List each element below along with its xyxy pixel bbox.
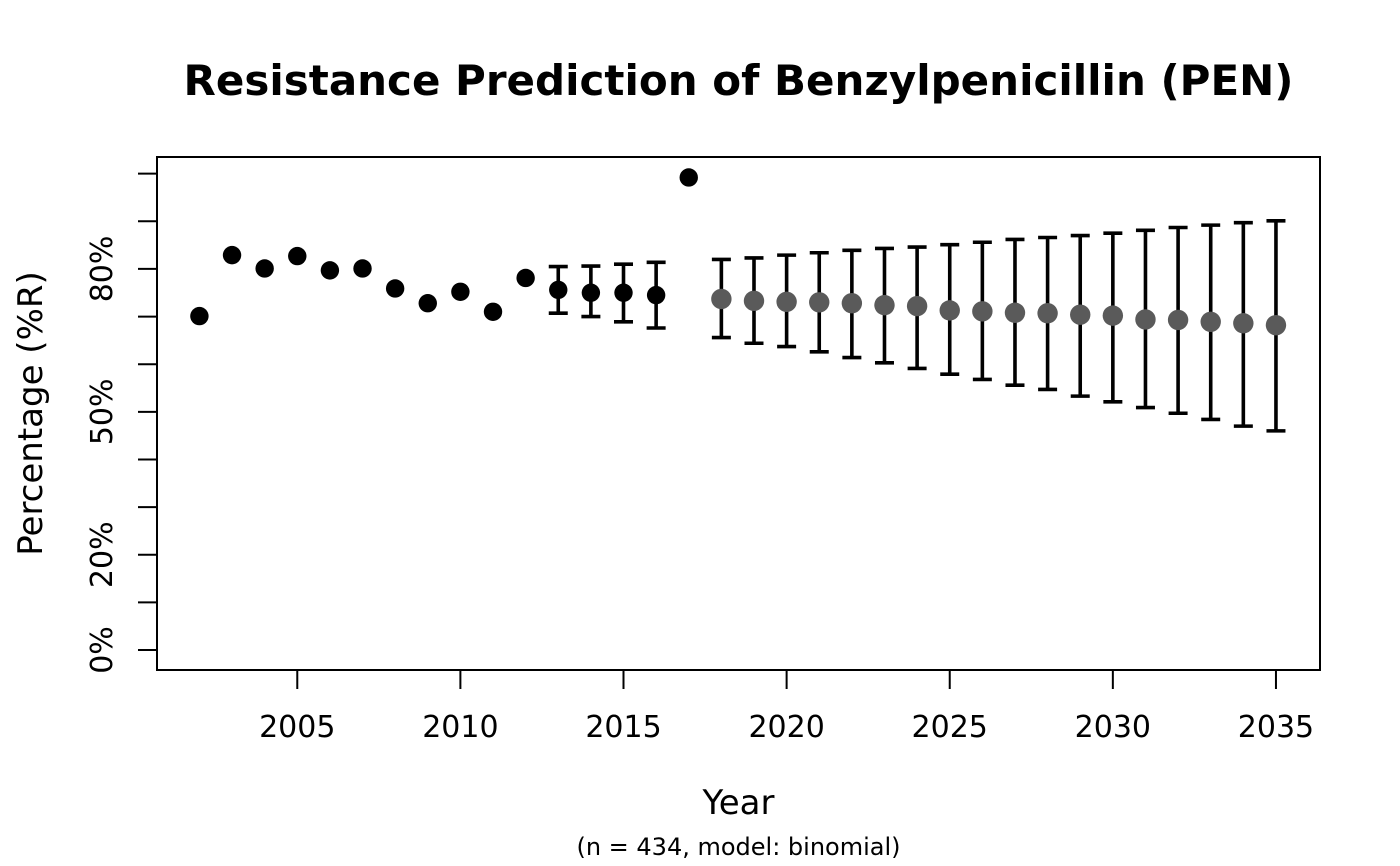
data-point-observed (320, 261, 340, 280)
data-point-predicted (841, 293, 863, 314)
data-point-predicted (711, 288, 732, 310)
data-point-observed (451, 282, 470, 301)
data-point-observed (614, 283, 633, 302)
data-point-observed (483, 302, 503, 322)
x-tick-label: 2010 (422, 710, 498, 745)
y-tick-label: 50% (85, 378, 120, 445)
data-point-predicted (1037, 303, 1058, 324)
data-point-observed (255, 259, 274, 278)
plot-frame (156, 156, 1321, 671)
data-point-predicted (1167, 309, 1189, 331)
data-point-predicted (776, 291, 797, 313)
data-point-predicted (1102, 305, 1124, 326)
x-tick-label: 2035 (1238, 710, 1314, 745)
y-tick-label: 20% (85, 521, 120, 588)
y-axis-label: Percentage (%R) (11, 271, 51, 556)
data-point-predicted (1200, 311, 1221, 333)
data-point-predicted (906, 295, 928, 317)
data-point-observed (288, 246, 307, 266)
data-point-predicted (1004, 302, 1026, 323)
x-tick-label: 2025 (912, 710, 988, 745)
data-point-predicted (1070, 304, 1091, 325)
data-point-predicted (1265, 314, 1287, 336)
data-point-observed (353, 259, 372, 278)
data-point-observed (646, 285, 666, 305)
data-point-predicted (743, 290, 765, 312)
x-tick-label: 2015 (585, 710, 661, 745)
data-point-observed (190, 306, 209, 326)
data-point-observed (385, 279, 405, 298)
y-tick-label: 0% (85, 626, 120, 674)
data-point-observed (549, 280, 568, 300)
data-point-observed (418, 294, 437, 313)
data-point-observed (222, 245, 242, 265)
data-point-predicted (874, 294, 895, 316)
x-tick-label: 2030 (1075, 710, 1151, 745)
x-axis-sublabel: (n = 434, model: binomial) (576, 833, 900, 861)
data-point-observed (679, 168, 698, 187)
chart-title: Resistance Prediction of Benzylpenicilli… (184, 56, 1294, 105)
x-tick-label: 2005 (259, 710, 335, 745)
data-point-predicted (809, 292, 830, 313)
x-axis-label: Year (702, 783, 775, 823)
x-tick-label: 2020 (748, 710, 824, 745)
data-point-observed (581, 283, 601, 302)
data-point-predicted (972, 301, 993, 322)
data-point-predicted (1233, 313, 1254, 334)
data-point-predicted (939, 300, 960, 321)
y-tick-label: 80% (85, 236, 120, 303)
data-point-observed (516, 268, 535, 288)
plot-area: 2005 2010 2015 2020 2025 2030 2035 0% 20% 50% 80% (85, 168, 1314, 745)
data-point-predicted (1135, 309, 1156, 330)
